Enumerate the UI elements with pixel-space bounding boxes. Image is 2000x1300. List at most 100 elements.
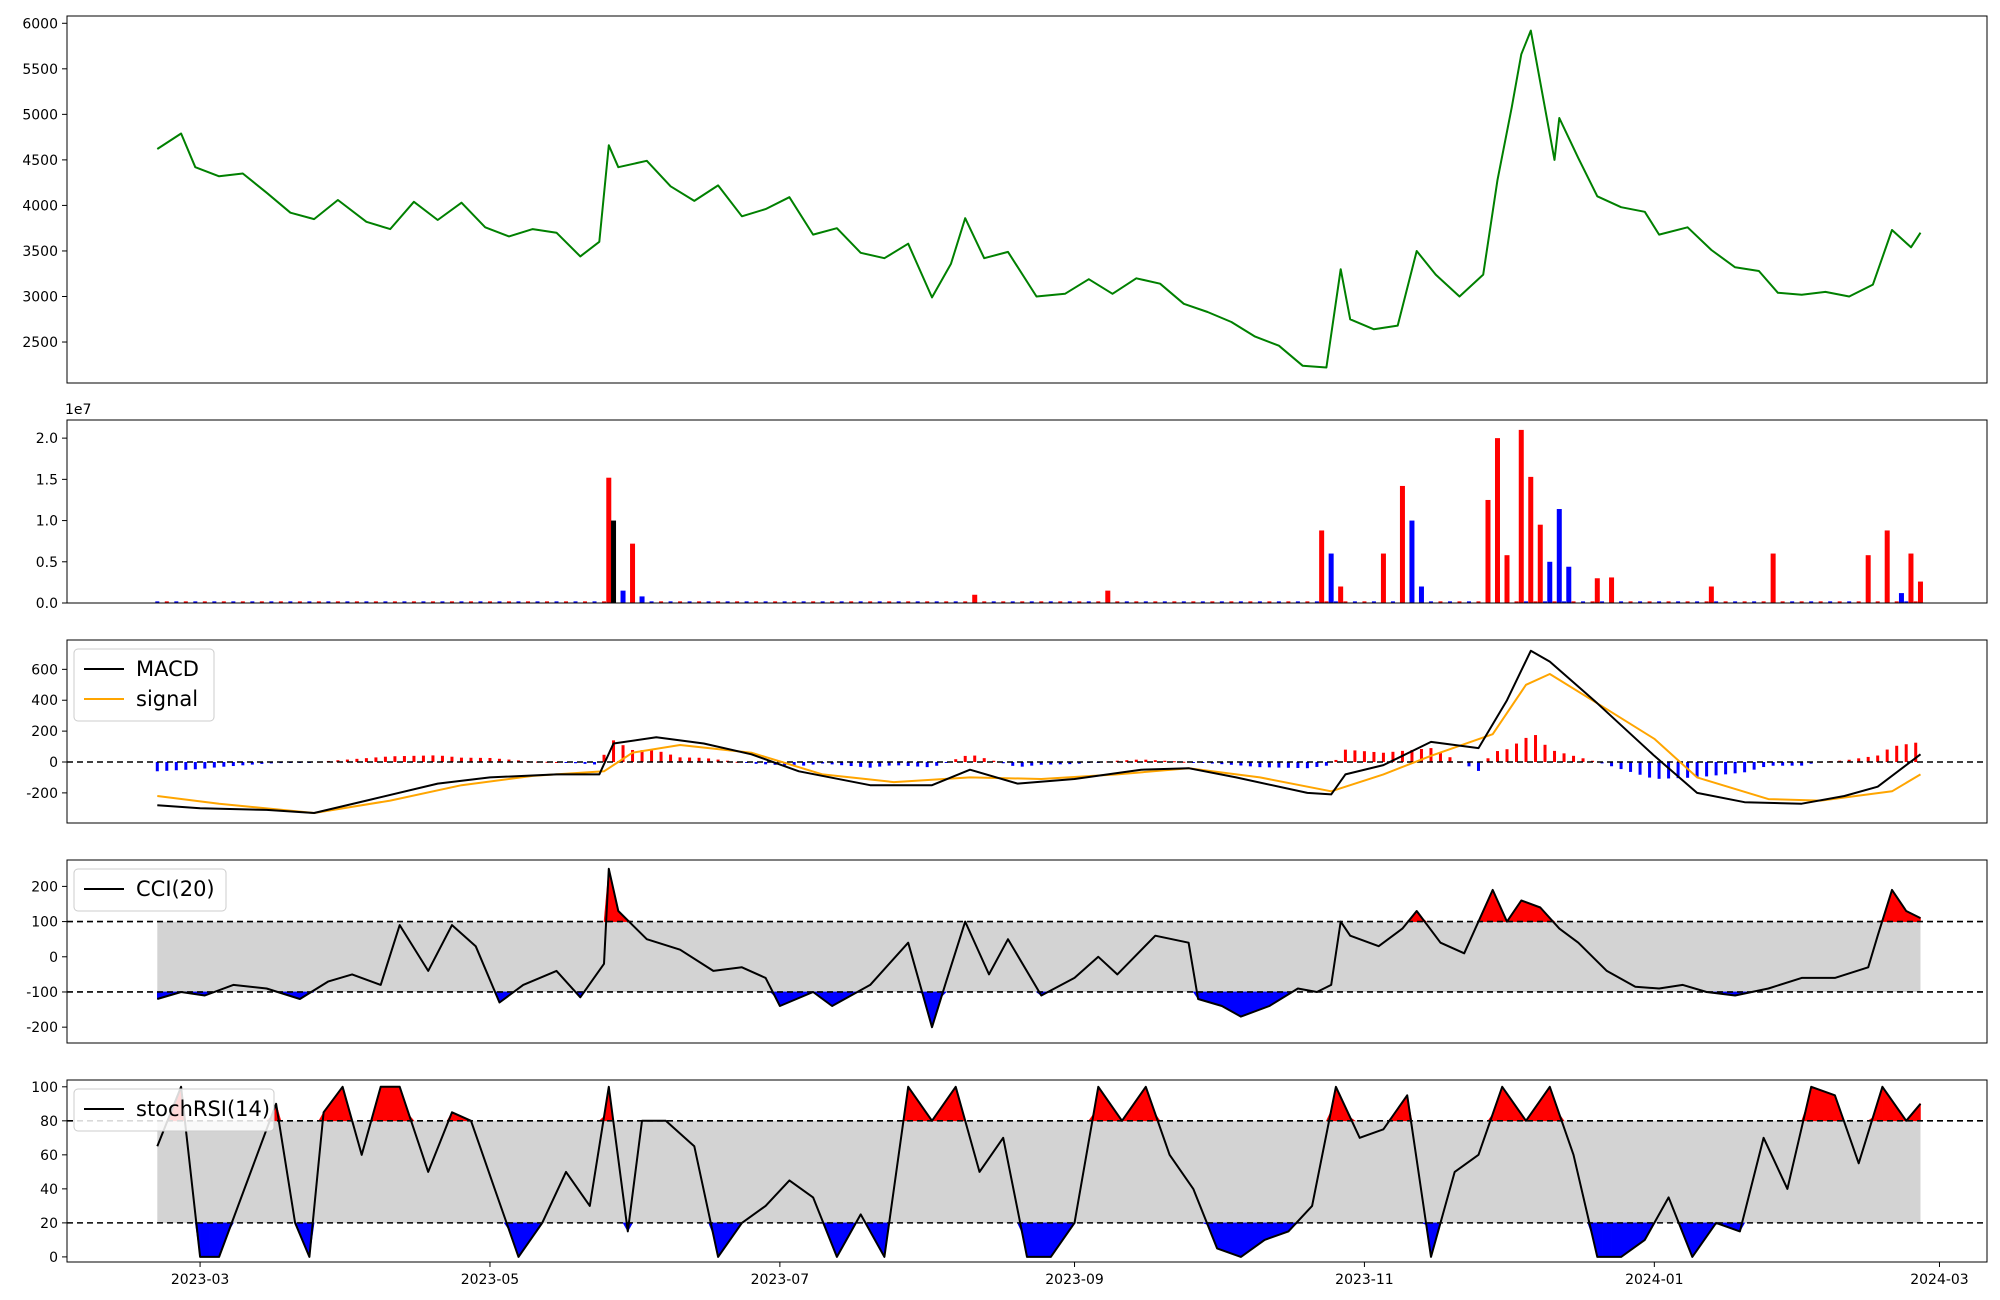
x-tick-label: 2023-09	[1045, 1272, 1104, 1288]
overbought-fill	[1815, 1088, 1821, 1122]
volume-bar	[1438, 601, 1443, 603]
volume-bar	[1562, 601, 1567, 603]
macd-histogram-bar	[469, 757, 473, 762]
legend: stochRSI(14)	[73, 1088, 275, 1132]
overbought-fill	[394, 1086, 400, 1122]
macd-histogram-bar	[1049, 762, 1053, 765]
volume-bar	[963, 601, 968, 603]
indicator-line	[157, 867, 1921, 1029]
volume-bar	[221, 601, 226, 603]
volume-bar	[1485, 499, 1491, 603]
oversold-fill	[1226, 1222, 1232, 1254]
volume-bar	[1162, 601, 1167, 603]
macd-histogram-bar	[802, 762, 806, 766]
y-tick-label: 600	[31, 662, 58, 678]
macd-histogram-bar	[155, 762, 159, 772]
volume-bar	[678, 601, 683, 603]
volume-bar	[1837, 601, 1842, 603]
neutral-band	[157, 921, 1921, 992]
y-tick-label: 6000	[22, 16, 58, 32]
macd-histogram-bar	[1191, 762, 1195, 763]
macd-histogram-bar	[1448, 757, 1452, 762]
oversold-fill	[1245, 991, 1251, 1016]
volume-bar	[1904, 601, 1909, 603]
volume-bar	[1647, 601, 1652, 603]
y-tick-label: 20	[40, 1216, 58, 1232]
macd-histogram-bar	[222, 762, 226, 767]
volume-bar	[877, 601, 882, 603]
volume-bar	[411, 601, 416, 603]
volume-bar	[155, 601, 160, 603]
macd-histogram-bar	[478, 757, 482, 762]
macd-histogram-bar	[1610, 762, 1614, 767]
macd-histogram-bar	[1248, 762, 1252, 767]
volume-bar	[430, 601, 435, 603]
volume-bar	[1172, 601, 1177, 603]
x-tick-label: 2024-03	[1910, 1272, 1969, 1288]
volume-bar	[1324, 601, 1329, 603]
macd-histogram-bar	[1001, 762, 1005, 764]
macd-histogram-bar	[1476, 762, 1480, 771]
macd-histogram-bar	[165, 762, 169, 771]
macd-histogram-bar	[1324, 762, 1328, 766]
volume-bar	[316, 601, 321, 603]
volume-bar	[1319, 530, 1325, 603]
neutral-band	[157, 1120, 1921, 1223]
volume-bar	[602, 601, 607, 603]
y-tick-label: 4000	[22, 198, 58, 214]
volume-bar	[1752, 601, 1757, 603]
legend: MACD signal	[73, 648, 215, 722]
macd-histogram-bar	[488, 757, 492, 762]
macd-histogram-bar	[1638, 762, 1642, 775]
y-tick-label: 4500	[22, 153, 58, 169]
macd-histogram-bar	[916, 762, 920, 767]
macd-histogram-bar	[1676, 762, 1680, 779]
oversold-fill	[204, 1222, 210, 1258]
volume-bar	[1428, 601, 1433, 603]
volume-bar	[706, 601, 711, 603]
macd-histogram-bar	[1258, 762, 1262, 768]
macd-histogram-bar	[1353, 750, 1357, 762]
macd-histogram-bar	[193, 762, 197, 770]
macd-histogram-bar	[1771, 762, 1775, 766]
volume-bar	[506, 601, 511, 603]
macd-histogram-bar	[336, 760, 340, 762]
volume-bar	[1799, 601, 1804, 603]
macd-histogram-bar	[1543, 744, 1547, 762]
volume-bar	[839, 601, 844, 603]
volume-bar	[725, 601, 730, 603]
macd-histogram-bar	[1762, 762, 1766, 768]
volume-bar	[1457, 601, 1462, 603]
macd-histogram-bar	[574, 762, 578, 764]
volume-bar	[1875, 601, 1880, 603]
macd-histogram-bar	[450, 756, 454, 762]
overbought-fill	[380, 1086, 386, 1122]
y-tick-label: -100	[26, 985, 58, 1001]
volume-bar	[1077, 601, 1082, 603]
macd-histogram-bar	[1733, 762, 1737, 774]
macd-histogram-bar	[1163, 760, 1167, 762]
volume-bar	[1286, 601, 1291, 603]
volume-bar	[1371, 601, 1376, 603]
macd-histogram-bar	[1144, 759, 1148, 762]
volume-bar	[1048, 601, 1053, 603]
macd-histogram-bar	[1229, 762, 1233, 765]
volume-bar	[1338, 586, 1344, 603]
volume-bar	[421, 601, 426, 603]
macd-histogram-bar	[1220, 762, 1224, 765]
legend-box	[73, 868, 227, 912]
macd-histogram-bar	[792, 762, 796, 766]
volume-bar	[1809, 601, 1814, 603]
y-tick-label: 2500	[22, 335, 58, 351]
volume-bar	[373, 601, 378, 603]
macd-histogram-bar	[1381, 752, 1385, 762]
y-tick-label: 3500	[22, 244, 58, 260]
macd-histogram-bar	[707, 758, 711, 762]
macd-histogram-bar	[745, 762, 749, 763]
volume-bar	[1666, 601, 1671, 603]
macd-histogram-bar	[906, 762, 910, 766]
macd-histogram-bar	[583, 762, 587, 764]
macd-histogram-bar	[688, 757, 692, 762]
macd-histogram-bar	[1068, 762, 1072, 765]
volume-bar	[1267, 601, 1272, 603]
